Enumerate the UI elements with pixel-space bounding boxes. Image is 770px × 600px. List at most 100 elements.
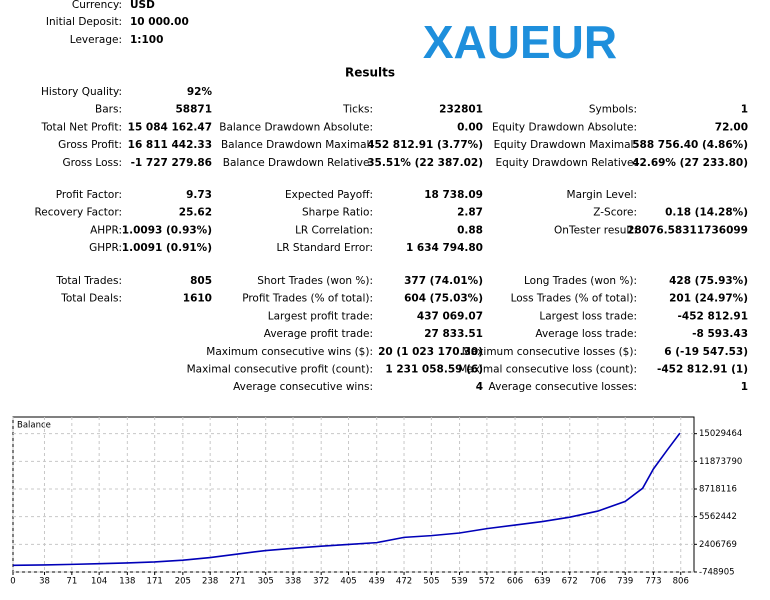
- stat-value: 1610: [183, 293, 212, 305]
- x-tick-label: 171: [147, 577, 163, 587]
- stat-value: 377 (74.01%): [404, 275, 483, 287]
- x-tick-label: 806: [673, 577, 689, 587]
- stat-value: 58871: [175, 104, 212, 116]
- stat-value: 42.69% (27 233.80): [632, 157, 748, 169]
- x-tick-label: 205: [175, 577, 191, 587]
- stat-value: 1.0093 (0.93%): [122, 224, 212, 236]
- stat-label: Symbols:: [589, 104, 637, 116]
- stat-value: 1: [741, 381, 748, 393]
- x-tick-label: 606: [507, 577, 523, 587]
- stat-value: 4: [476, 381, 483, 393]
- stat-label: Loss Trades (% of total):: [511, 293, 637, 305]
- stat-value: 0.00: [457, 121, 483, 133]
- symbol-title: XAUEUR: [423, 16, 617, 68]
- stat-label: Margin Level:: [567, 189, 637, 201]
- stat-value: 428 (75.93%): [669, 275, 748, 287]
- results-title: Results: [345, 66, 395, 80]
- stat-value: 18 738.09: [424, 189, 483, 201]
- balance-line: [12, 432, 681, 567]
- stat-label: Equity Drawdown Maximal:: [494, 139, 637, 151]
- stat-label: Average loss trade:: [535, 328, 637, 340]
- x-tick-label: 338: [285, 577, 301, 587]
- stat-label: Maximum consecutive losses ($):: [462, 346, 637, 358]
- stat-label: Gross Profit:: [58, 139, 122, 151]
- x-tick-label: 271: [229, 577, 245, 587]
- stat-value: 72.00: [715, 121, 748, 133]
- x-tick-label: 639: [534, 577, 550, 587]
- stat-label: Ticks:: [342, 104, 373, 116]
- stat-value: 35.51% (22 387.02): [367, 157, 483, 169]
- stat-label: Balance Drawdown Relative:: [223, 157, 373, 169]
- stat-value: 2.87: [457, 207, 483, 219]
- stat-label: Maximal consecutive loss (count):: [458, 364, 637, 376]
- x-tick-label: 572: [479, 577, 495, 587]
- stat-label: Average consecutive wins:: [233, 381, 373, 393]
- stat-label: Balance Drawdown Absolute:: [219, 121, 373, 133]
- y-tick-label: -748905: [699, 568, 735, 578]
- stat-value: 0.88: [457, 224, 483, 236]
- stat-label: Equity Drawdown Relative:: [495, 157, 637, 169]
- stat-value: 1: [741, 104, 748, 116]
- x-tick-label: 505: [423, 577, 439, 587]
- stat-label: History Quality:: [41, 86, 122, 98]
- stat-value: -452 812.91: [678, 310, 748, 322]
- stat-value: 1 231 058.59 (6): [385, 364, 483, 376]
- stat-value: -1 727 279.86: [131, 157, 212, 169]
- x-tick-label: 305: [258, 577, 274, 587]
- stat-label: Maximum consecutive wins ($):: [206, 346, 373, 358]
- header-value: 1:100: [130, 34, 163, 46]
- stat-value: 1.0091 (0.91%): [122, 242, 212, 254]
- stat-value: 15 084 162.47: [128, 121, 212, 133]
- stat-label: Total Net Profit:: [40, 121, 122, 133]
- legend-label: Balance: [17, 421, 51, 431]
- stat-value: 1 634 794.80: [406, 242, 483, 254]
- x-tick-label: 104: [91, 577, 107, 587]
- stat-label: AHPR:: [90, 224, 122, 236]
- header-value: USD: [130, 0, 155, 11]
- x-tick-label: 238: [202, 577, 218, 587]
- x-tick-label: 405: [340, 577, 356, 587]
- x-tick-label: 71: [66, 577, 77, 587]
- chart-frame: [12, 416, 695, 573]
- stat-value: 9.73: [186, 189, 212, 201]
- stat-label: Largest loss trade:: [539, 310, 637, 322]
- stat-label: OnTester result:: [554, 224, 637, 236]
- stat-value: 20 (1 023 170.30): [378, 346, 483, 358]
- header-label: Initial Deposit:: [46, 16, 122, 28]
- x-tick-label: 472: [396, 577, 412, 587]
- y-tick-label: 8718116: [699, 484, 737, 494]
- x-tick-label: 773: [645, 577, 661, 587]
- stat-label: Bars:: [95, 104, 122, 116]
- stat-value: 28076.58311736099: [627, 224, 748, 236]
- stat-value: 604 (75.03%): [404, 293, 483, 305]
- stat-label: Largest profit trade:: [268, 310, 373, 322]
- stat-label: Profit Trades (% of total):: [242, 293, 373, 305]
- x-tick-label: 138: [119, 577, 135, 587]
- stat-value: 16 811 442.33: [128, 139, 212, 151]
- stat-label: Profit Factor:: [56, 189, 122, 201]
- stat-label: Maximal consecutive profit (count):: [187, 364, 373, 376]
- stat-label: Average profit trade:: [264, 328, 373, 340]
- y-tick-label: 5562442: [699, 512, 737, 522]
- stat-label: Long Trades (won %):: [524, 275, 637, 287]
- y-tick-label: 11873790: [699, 457, 742, 467]
- y-tick-label: 2406769: [699, 540, 737, 550]
- stat-value: -452 812.91 (1): [657, 364, 748, 376]
- stat-value: 92%: [187, 86, 213, 98]
- stat-value: 588 756.40 (4.86%): [632, 139, 748, 151]
- x-tick-label: 0: [10, 577, 15, 587]
- stat-label: LR Correlation:: [295, 224, 373, 236]
- stat-value: 452 812.91 (3.77%): [367, 139, 483, 151]
- x-tick-label: 38: [39, 577, 50, 587]
- stat-value: 805: [190, 275, 212, 287]
- stat-value: -8 593.43: [692, 328, 748, 340]
- x-tick-label: 372: [313, 577, 329, 587]
- stat-label: Z-Score:: [593, 207, 637, 219]
- stat-value: 232801: [439, 104, 483, 116]
- stat-value: 0.18 (14.28%): [665, 207, 748, 219]
- x-tick-label: 706: [590, 577, 606, 587]
- stat-value: 25.62: [179, 207, 212, 219]
- x-tick-label: 739: [617, 577, 633, 587]
- stat-label: LR Standard Error:: [276, 242, 373, 254]
- x-tick-label: 539: [451, 577, 467, 587]
